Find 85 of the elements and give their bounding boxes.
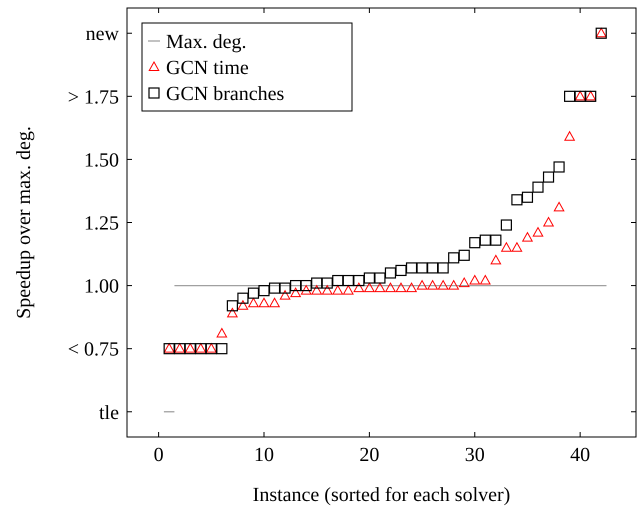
point bbox=[364, 282, 375, 292]
point bbox=[385, 282, 396, 292]
point bbox=[374, 282, 386, 292]
point bbox=[258, 298, 270, 308]
point bbox=[354, 282, 364, 292]
point bbox=[416, 280, 428, 290]
point bbox=[458, 278, 470, 288]
point bbox=[300, 285, 312, 295]
point bbox=[268, 282, 280, 294]
y-tick-label: 1.25 bbox=[84, 212, 119, 234]
point bbox=[269, 298, 280, 308]
point bbox=[438, 262, 449, 274]
legend-label: GCN time bbox=[166, 57, 249, 79]
point bbox=[501, 242, 512, 252]
point bbox=[480, 275, 491, 285]
point bbox=[353, 274, 364, 286]
point bbox=[322, 285, 332, 295]
point bbox=[279, 282, 291, 294]
y-axis-title: Speedup over max. deg. bbox=[13, 126, 35, 319]
point bbox=[216, 328, 228, 338]
point bbox=[384, 267, 396, 279]
point bbox=[469, 237, 480, 248]
point bbox=[564, 131, 575, 141]
y-tick-label: new bbox=[86, 23, 120, 46]
point bbox=[396, 282, 406, 292]
point bbox=[280, 290, 290, 300]
point bbox=[311, 277, 322, 289]
point bbox=[416, 262, 428, 274]
point bbox=[522, 232, 533, 242]
point bbox=[542, 171, 554, 183]
point bbox=[448, 280, 459, 290]
point bbox=[374, 272, 386, 284]
y-tick-label: 1.50 bbox=[84, 149, 119, 172]
point bbox=[406, 282, 417, 292]
point bbox=[522, 192, 534, 203]
point bbox=[553, 161, 565, 173]
point bbox=[532, 227, 544, 237]
point bbox=[427, 280, 438, 290]
point bbox=[470, 275, 480, 285]
point bbox=[543, 217, 554, 226]
point bbox=[512, 242, 522, 252]
point bbox=[448, 252, 460, 264]
point bbox=[216, 343, 228, 354]
point bbox=[480, 234, 491, 246]
point bbox=[364, 272, 375, 284]
y-tick-label: > 1.75 bbox=[68, 86, 119, 108]
point bbox=[490, 254, 502, 264]
point bbox=[258, 285, 270, 296]
legend-label: GCN branches bbox=[166, 83, 285, 105]
point bbox=[343, 285, 354, 295]
point bbox=[237, 292, 249, 304]
x-tick-label: 30 bbox=[464, 444, 485, 466]
point bbox=[406, 262, 418, 274]
point bbox=[322, 277, 333, 289]
point bbox=[290, 288, 301, 298]
x-tick-label: 10 bbox=[254, 444, 274, 466]
point bbox=[248, 298, 259, 308]
y-tick-label: tle bbox=[99, 402, 120, 424]
point bbox=[311, 285, 322, 295]
point bbox=[395, 264, 407, 276]
x-axis-title: Instance (sorted for each solver) bbox=[252, 484, 510, 506]
point bbox=[342, 274, 354, 286]
point bbox=[511, 194, 523, 206]
point bbox=[300, 280, 312, 292]
point bbox=[332, 285, 344, 295]
point bbox=[227, 308, 238, 318]
x-tick-label: 20 bbox=[359, 444, 380, 466]
point bbox=[554, 202, 564, 212]
point bbox=[427, 262, 438, 274]
legend-label: Max. deg. bbox=[166, 31, 247, 53]
point bbox=[490, 234, 502, 246]
point bbox=[500, 219, 512, 231]
point bbox=[564, 90, 576, 102]
point bbox=[532, 182, 544, 193]
point bbox=[332, 274, 344, 286]
point bbox=[226, 300, 238, 312]
point bbox=[248, 288, 260, 299]
y-tick-label: 1.00 bbox=[84, 276, 119, 298]
point bbox=[438, 280, 448, 290]
y-tick-label: < 0.75 bbox=[68, 338, 119, 361]
x-tick-label: 0 bbox=[154, 444, 164, 466]
point bbox=[458, 250, 470, 261]
x-tick-label: 40 bbox=[570, 444, 590, 466]
point bbox=[238, 300, 248, 310]
point bbox=[290, 280, 302, 292]
